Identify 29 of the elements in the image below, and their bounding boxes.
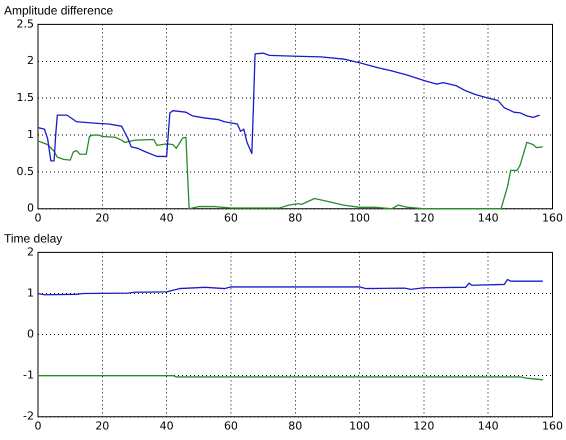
y-tick-label: 0.5 bbox=[16, 164, 34, 178]
y-tick-label: 0 bbox=[27, 202, 34, 215]
x-tick-label: 120 bbox=[413, 419, 434, 432]
x-tick-label: 40 bbox=[160, 211, 174, 224]
chart-title: Amplitude difference bbox=[4, 4, 114, 18]
y-tick-label: 2 bbox=[27, 245, 34, 258]
x-tick-label: 120 bbox=[413, 211, 434, 224]
y-tick-label: -1 bbox=[23, 368, 34, 382]
x-tick-label: 60 bbox=[224, 419, 238, 432]
y-tick-label: 0 bbox=[27, 327, 34, 340]
y-tick-label: -2 bbox=[23, 410, 34, 423]
y-tick-label: 1 bbox=[27, 286, 34, 300]
y-tick-label: 1 bbox=[27, 128, 34, 141]
y-tick-label: 2 bbox=[27, 54, 34, 68]
x-tick-label: 80 bbox=[288, 419, 302, 432]
x-tick-label: 80 bbox=[288, 211, 302, 224]
y-tick-label: 2.5 bbox=[16, 17, 34, 30]
x-tick-label: 100 bbox=[349, 419, 370, 432]
y-tick-label: 1.5 bbox=[16, 91, 34, 104]
x-tick-label: 20 bbox=[95, 419, 110, 432]
x-tick-label: 160 bbox=[542, 211, 563, 224]
x-tick-label: 140 bbox=[478, 211, 499, 224]
x-tick-label: 40 bbox=[160, 419, 174, 432]
x-tick-label: 140 bbox=[478, 419, 499, 432]
x-tick-label: 160 bbox=[542, 419, 563, 432]
chart-title: Time delay bbox=[4, 232, 62, 246]
x-tick-label: 20 bbox=[95, 211, 110, 224]
x-tick-label: 60 bbox=[224, 211, 238, 224]
x-tick-label: 100 bbox=[349, 211, 370, 224]
